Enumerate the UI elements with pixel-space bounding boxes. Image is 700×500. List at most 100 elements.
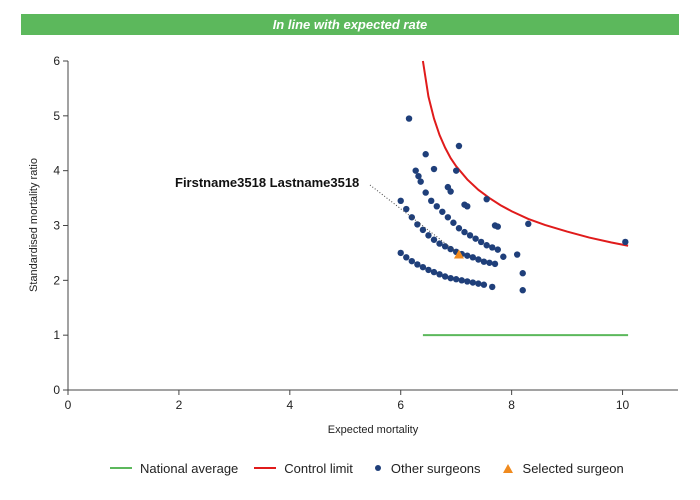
other-surgeon-point <box>430 268 438 276</box>
other-surgeon-point <box>441 273 449 280</box>
legend-label: Control limit <box>284 460 353 476</box>
other-surgeon-point <box>397 197 404 205</box>
other-surgeon-point <box>491 260 499 268</box>
selected-surgeon-point <box>453 249 464 259</box>
other-surgeon-point <box>469 279 477 286</box>
other-surgeon-point <box>430 165 438 173</box>
other-surgeon-point <box>405 115 413 122</box>
x-tick-label: 4 <box>286 398 293 412</box>
legend-item-selected-surgeon[interactable]: Selected surgeon <box>497 461 624 476</box>
legend-swatch-red-line <box>254 467 277 469</box>
legend-item-national-average[interactable]: National average <box>110 461 238 476</box>
other-surgeon-point <box>417 178 424 185</box>
legend-swatch-dot-icon <box>374 465 381 471</box>
annotation-layer: Firstname3518 Lastname3518 <box>175 175 457 252</box>
other-surgeon-point <box>464 203 471 210</box>
other-surgeon-point <box>447 274 454 282</box>
other-surgeon-point <box>458 277 465 284</box>
other-surgeon-point <box>452 167 460 174</box>
x-axis-label: Expected mortality <box>328 424 419 436</box>
other-surgeon-point <box>500 253 507 260</box>
other-surgeon-point <box>441 243 449 250</box>
legend-swatch-triangle-icon <box>502 463 513 473</box>
other-surgeon-point <box>472 235 479 242</box>
x-tick-label: 6 <box>397 398 404 412</box>
other-surgeon-point <box>461 228 468 236</box>
other-surgeon-point <box>412 167 419 174</box>
other-surgeon-point <box>455 142 463 150</box>
other-surgeon-point <box>483 195 490 203</box>
other-surgeon-point <box>397 249 404 257</box>
other-surgeon-point <box>494 223 501 230</box>
other-surgeon-point <box>464 278 471 285</box>
y-axis-label: Standardised mortality ratio <box>28 158 40 292</box>
legend-item-other-surgeons[interactable]: Other surgeons <box>369 461 481 476</box>
other-surgeon-point <box>447 188 454 195</box>
other-surgeon-point <box>486 259 493 266</box>
other-surgeon-point <box>519 287 526 294</box>
series-layer <box>397 60 629 337</box>
legend: National average Control limit Other sur… <box>110 458 640 478</box>
other-surgeon-point <box>489 283 496 291</box>
other-surgeon-point <box>444 214 452 221</box>
other-surgeon-point <box>475 280 482 287</box>
other-surgeon-point <box>430 236 438 243</box>
other-surgeon-point <box>436 271 443 278</box>
y-tick-label: 1 <box>53 328 60 342</box>
other-surgeon-point <box>622 238 629 246</box>
x-tick-label: 8 <box>508 398 515 412</box>
other-surgeon-point <box>480 258 488 265</box>
other-surgeon-point <box>425 266 432 274</box>
y-tick-label: 0 <box>53 383 60 397</box>
other-surgeon-point <box>433 203 440 210</box>
other-surgeon-point <box>419 263 427 271</box>
other-surgeon-point <box>403 254 410 261</box>
other-surgeon-point <box>489 244 496 251</box>
other-surgeon-point <box>414 221 421 228</box>
other-surgeon-point <box>425 232 432 239</box>
other-surgeon-point <box>455 225 463 232</box>
other-surgeon-point <box>403 205 410 213</box>
other-surgeon-point <box>447 245 454 253</box>
legend-label: Selected surgeon <box>522 460 624 476</box>
y-tick-label: 2 <box>53 273 60 287</box>
other-surgeon-point <box>408 214 416 221</box>
other-surgeon-point <box>439 208 446 215</box>
legend-label: National average <box>140 460 239 476</box>
y-tick-label: 6 <box>53 54 60 68</box>
legend-item-control-limit[interactable]: Control limit <box>254 461 353 476</box>
other-surgeon-point <box>525 220 532 228</box>
other-surgeon-point <box>466 232 474 239</box>
other-surgeon-point <box>452 276 460 283</box>
y-tick-label: 5 <box>53 109 60 123</box>
other-surgeon-point <box>519 270 526 277</box>
other-surgeon-point <box>408 257 416 265</box>
other-surgeon-point <box>480 281 488 288</box>
y-tick-label: 4 <box>53 164 60 178</box>
x-tick-label: 2 <box>176 398 183 412</box>
y-tick-label: 3 <box>53 219 60 233</box>
other-surgeon-point <box>494 246 501 253</box>
other-surgeon-point <box>419 226 427 234</box>
other-surgeon-point <box>450 219 457 226</box>
legend-swatch-green-line <box>110 467 132 469</box>
other-surgeon-point <box>422 151 429 158</box>
status-banner: In line with expected rate <box>21 14 679 35</box>
other-surgeon-point <box>513 251 521 258</box>
other-surgeon-point <box>475 256 482 263</box>
other-surgeon-point <box>428 197 435 205</box>
legend-label: Other surgeons <box>390 460 481 476</box>
x-tick-label: 0 <box>65 398 72 412</box>
other-surgeon-point <box>415 172 422 180</box>
axes: 0 2 4 6 8 10 0 1 2 3 4 5 6 <box>53 54 678 412</box>
other-surgeon-point <box>422 189 429 196</box>
other-surgeon-point <box>414 261 421 268</box>
other-surgeon-point <box>469 254 477 261</box>
annotation-leader <box>369 184 457 252</box>
other-surgeon-point <box>436 240 443 247</box>
other-surgeon-point <box>483 242 490 249</box>
other-surgeon-point <box>477 238 485 246</box>
control-limit-line <box>421 60 629 247</box>
other-surgeon-point <box>464 252 471 259</box>
